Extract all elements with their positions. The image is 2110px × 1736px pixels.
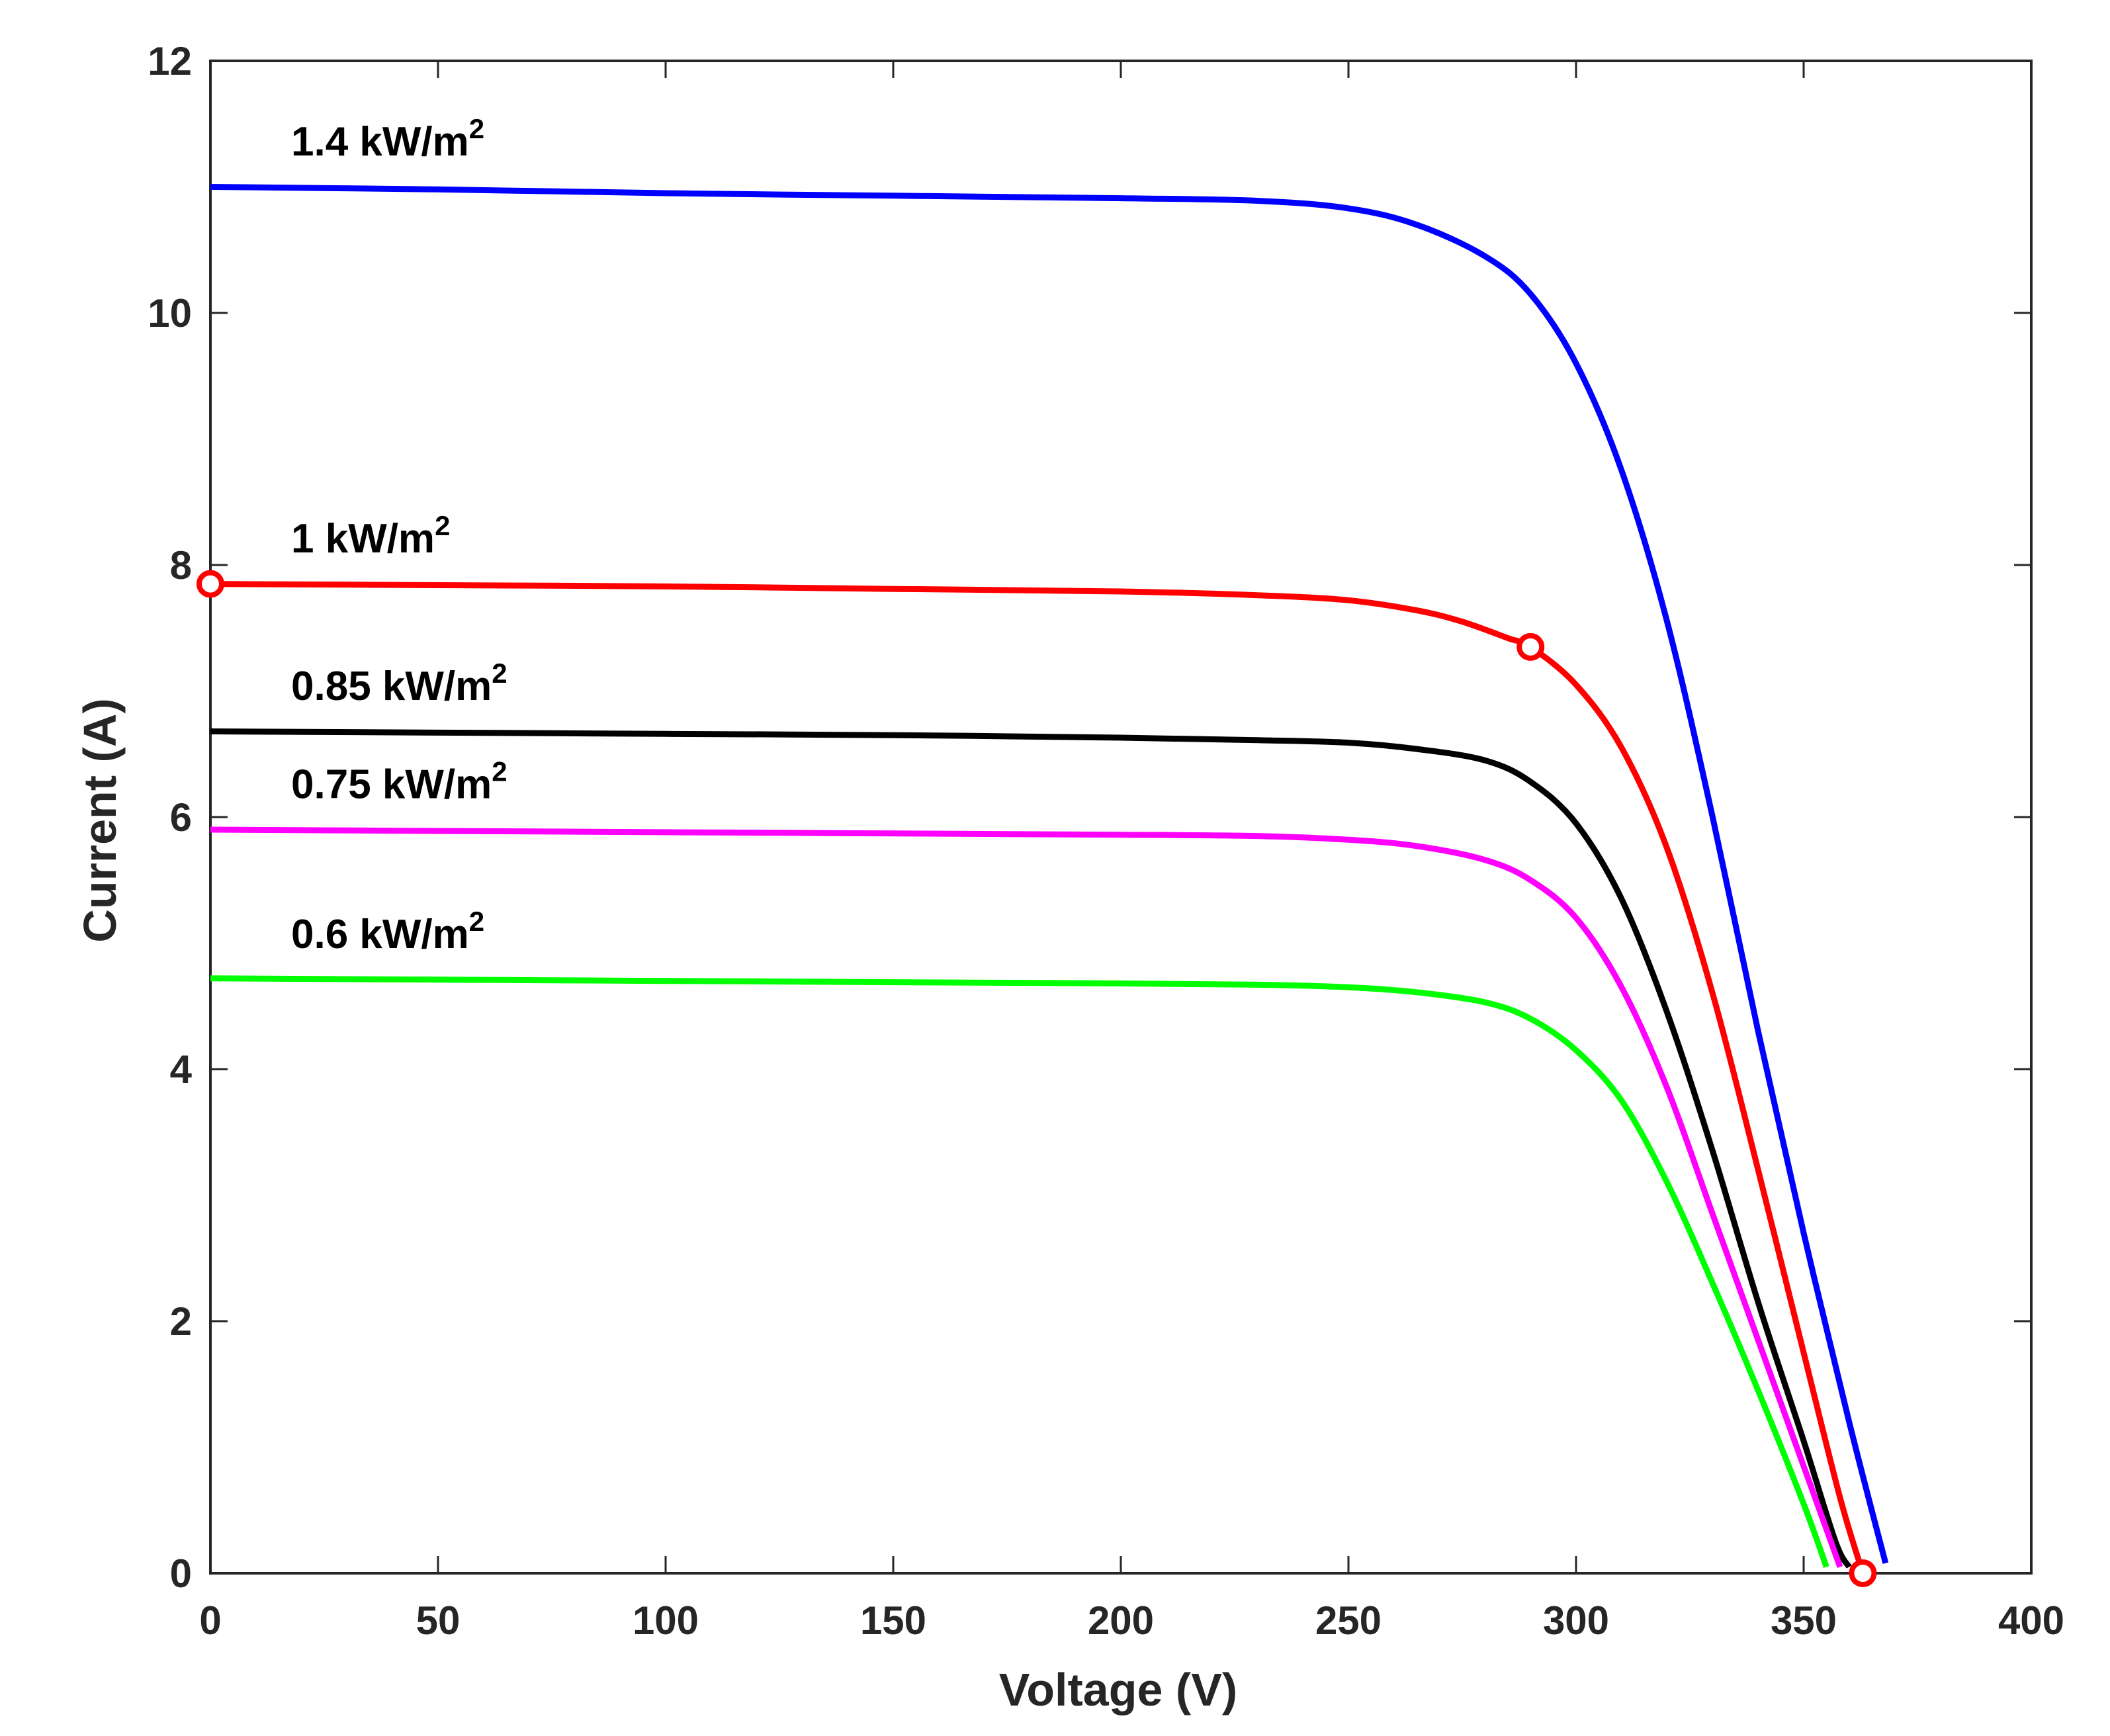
plot-area: 1.4 kW/m2 1 kW/m2 0.85 kW/m2 0.75 kW/m2 0.6 … bbox=[197, 60, 2033, 1587]
curves bbox=[210, 184, 1889, 1575]
y-tick-label: 4 bbox=[170, 1047, 193, 1092]
x-axis-label: Voltage (V) bbox=[999, 1664, 1237, 1715]
series-line bbox=[210, 184, 1889, 1564]
series-line bbox=[210, 728, 1852, 1569]
y-tick-label: 2 bbox=[170, 1299, 192, 1344]
markers bbox=[197, 570, 1877, 1587]
y-tick-label: 8 bbox=[170, 543, 192, 587]
marker-point bbox=[197, 570, 224, 598]
x-tick-label: 250 bbox=[1315, 1598, 1382, 1643]
series-label: 1 kW/m2 bbox=[291, 510, 450, 562]
y-tick-label: 12 bbox=[148, 39, 192, 83]
x-tick-label: 0 bbox=[199, 1598, 221, 1643]
series-line bbox=[210, 581, 1866, 1575]
x-tick-label: 350 bbox=[1771, 1598, 1837, 1643]
y-axis-label: Current (A) bbox=[74, 698, 126, 942]
series-label: 0.75 kW/m2 bbox=[291, 756, 507, 807]
series-label: 0.6 kW/m2 bbox=[291, 906, 484, 957]
x-tick-label: 400 bbox=[1998, 1598, 2064, 1643]
marker-point bbox=[1849, 1559, 1877, 1587]
series-label: 0.85 kW/m2 bbox=[291, 658, 507, 709]
series-line bbox=[210, 826, 1843, 1569]
x-tick-label: 50 bbox=[416, 1598, 461, 1643]
curve-labels: 1.4 kW/m2 1 kW/m2 0.85 kW/m2 0.75 kW/m2 0.6 … bbox=[291, 113, 507, 957]
series-label: 1.4 kW/m2 bbox=[291, 113, 484, 165]
x-tick-label: 200 bbox=[1088, 1598, 1154, 1643]
y-tick-label: 0 bbox=[170, 1551, 192, 1596]
y-tick-label: 10 bbox=[148, 291, 192, 335]
x-tick-label: 300 bbox=[1543, 1598, 1609, 1643]
marker-point bbox=[1517, 632, 1545, 661]
tick-labels: 0 50 100 150 200 250 300 350 400 0 2 4 6 8 10 12 bbox=[148, 39, 2064, 1643]
ticks bbox=[209, 60, 2033, 1575]
y-tick-label: 6 bbox=[170, 795, 192, 840]
series-line bbox=[210, 975, 1829, 1569]
x-tick-label: 100 bbox=[633, 1598, 699, 1643]
x-tick-label: 150 bbox=[860, 1598, 926, 1643]
